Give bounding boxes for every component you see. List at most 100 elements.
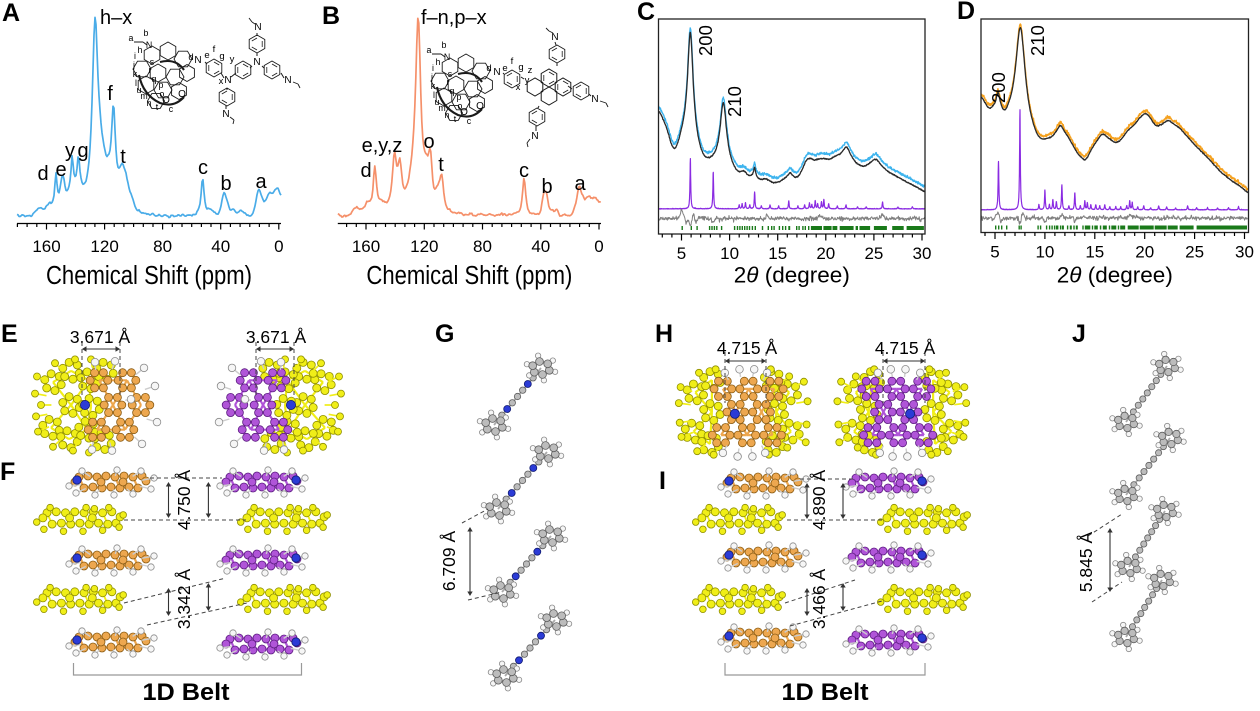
svg-text:r: r bbox=[149, 65, 152, 75]
svg-text:y: y bbox=[525, 75, 530, 86]
svg-text:o: o bbox=[458, 101, 463, 111]
svg-text:80: 80 bbox=[473, 237, 492, 256]
svg-text:n: n bbox=[445, 110, 450, 120]
svg-text:y: y bbox=[230, 54, 235, 65]
svg-text:e,y,z: e,y,z bbox=[362, 135, 403, 157]
svg-text:N: N bbox=[591, 94, 598, 105]
svg-text:t: t bbox=[120, 146, 126, 168]
svg-text:a: a bbox=[129, 33, 134, 43]
svg-text:O: O bbox=[178, 89, 186, 100]
svg-text:G: G bbox=[435, 320, 454, 348]
svg-text:b: b bbox=[442, 40, 447, 50]
svg-text:u: u bbox=[137, 85, 142, 95]
svg-text:15: 15 bbox=[768, 244, 787, 263]
svg-text:o: o bbox=[160, 89, 165, 99]
svg-text:l: l bbox=[433, 90, 435, 100]
svg-text:c: c bbox=[169, 104, 174, 114]
svg-text:e: e bbox=[55, 159, 66, 181]
svg-text:3.466 Å: 3.466 Å bbox=[809, 569, 829, 630]
svg-text:15: 15 bbox=[1085, 243, 1104, 262]
svg-text:p: p bbox=[457, 92, 462, 102]
svg-text:r: r bbox=[447, 77, 450, 87]
svg-text:y: y bbox=[65, 140, 75, 162]
svg-text:Chemical Shift (ppm): Chemical Shift (ppm) bbox=[366, 262, 572, 290]
svg-text:f: f bbox=[107, 83, 113, 105]
svg-text:O: O bbox=[460, 107, 468, 118]
svg-text:2θ (degree): 2θ (degree) bbox=[734, 263, 850, 288]
svg-text:N: N bbox=[493, 67, 500, 78]
svg-text:d: d bbox=[37, 163, 48, 185]
svg-text:120: 120 bbox=[410, 237, 438, 256]
svg-text:A: A bbox=[2, 0, 20, 27]
svg-text:I: I bbox=[659, 467, 666, 495]
svg-text:210: 210 bbox=[724, 86, 745, 117]
svg-text:l: l bbox=[135, 78, 137, 88]
svg-text:C: C bbox=[637, 0, 655, 26]
svg-text:a: a bbox=[255, 171, 267, 193]
svg-text:c: c bbox=[467, 116, 472, 126]
svg-text:0: 0 bbox=[274, 237, 283, 256]
svg-text:i: i bbox=[134, 51, 136, 61]
svg-text:e: e bbox=[502, 63, 507, 74]
svg-text:J: J bbox=[1072, 320, 1086, 348]
svg-text:k: k bbox=[133, 69, 138, 79]
svg-text:3.342 Å: 3.342 Å bbox=[174, 569, 194, 630]
svg-text:a: a bbox=[574, 173, 586, 195]
svg-text:N: N bbox=[146, 40, 152, 50]
svg-text:q: q bbox=[152, 74, 157, 84]
svg-text:N: N bbox=[254, 22, 261, 33]
svg-text:b: b bbox=[144, 28, 149, 38]
svg-text:f–n,p–x: f–n,p–x bbox=[421, 7, 487, 29]
svg-text:200: 200 bbox=[695, 25, 716, 56]
svg-text:E: E bbox=[1, 320, 18, 348]
svg-text:40: 40 bbox=[531, 237, 550, 256]
svg-text:g: g bbox=[77, 140, 88, 162]
svg-text:1D Belt: 1D Belt bbox=[143, 679, 230, 706]
svg-text:p: p bbox=[159, 80, 164, 90]
svg-text:d: d bbox=[360, 160, 371, 182]
svg-text:80: 80 bbox=[153, 237, 172, 256]
svg-text:d: d bbox=[188, 52, 193, 63]
svg-text:30: 30 bbox=[1235, 243, 1254, 262]
svg-text:25: 25 bbox=[864, 244, 883, 263]
svg-text:m: m bbox=[438, 103, 445, 113]
svg-text:B: B bbox=[322, 2, 340, 30]
svg-text:6.709 Å: 6.709 Å bbox=[439, 531, 459, 592]
svg-text:N: N bbox=[222, 109, 229, 120]
svg-text:z: z bbox=[528, 65, 533, 76]
svg-text:N: N bbox=[284, 75, 291, 86]
svg-text:x: x bbox=[516, 82, 521, 93]
svg-text:n: n bbox=[147, 98, 152, 108]
svg-text:25: 25 bbox=[1185, 243, 1204, 262]
svg-text:30: 30 bbox=[913, 244, 932, 263]
svg-text:x: x bbox=[219, 76, 224, 87]
svg-text:10: 10 bbox=[720, 244, 739, 263]
svg-text:H: H bbox=[655, 320, 673, 348]
svg-text:210: 210 bbox=[1027, 25, 1048, 56]
svg-text:g: g bbox=[219, 51, 224, 62]
svg-text:a: a bbox=[427, 45, 432, 55]
svg-text:4.750 Å: 4.750 Å bbox=[174, 470, 194, 531]
svg-text:s: s bbox=[448, 69, 453, 79]
svg-text:0: 0 bbox=[594, 237, 603, 256]
svg-text:N: N bbox=[444, 52, 450, 62]
svg-text:m: m bbox=[140, 91, 147, 101]
svg-text:i: i bbox=[432, 63, 434, 73]
svg-text:4.890 Å: 4.890 Å bbox=[809, 470, 829, 531]
svg-text:5: 5 bbox=[677, 244, 686, 263]
svg-text:200: 200 bbox=[988, 72, 1009, 103]
svg-text:2θ (degree): 2θ (degree) bbox=[1057, 263, 1173, 288]
svg-text:1D Belt: 1D Belt bbox=[782, 679, 869, 706]
svg-text:t: t bbox=[156, 102, 159, 112]
svg-text:q: q bbox=[450, 86, 455, 96]
svg-text:u: u bbox=[435, 97, 440, 107]
svg-text:s: s bbox=[150, 57, 155, 67]
svg-text:3.671 Å: 3.671 Å bbox=[70, 327, 131, 347]
svg-text:b: b bbox=[220, 173, 231, 195]
svg-text:b: b bbox=[541, 176, 552, 198]
svg-text:20: 20 bbox=[816, 244, 835, 263]
svg-text:N: N bbox=[551, 32, 558, 43]
svg-text:N: N bbox=[531, 131, 538, 142]
svg-text:f: f bbox=[213, 44, 216, 55]
svg-text:e: e bbox=[204, 50, 209, 61]
